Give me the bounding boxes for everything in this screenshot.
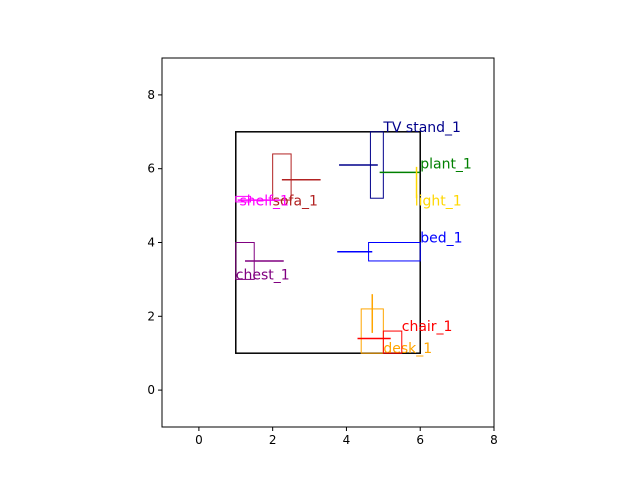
object-chest_1: chest_1	[235, 242, 290, 283]
y-tick-label: 0	[147, 383, 155, 397]
object-footprint	[368, 242, 421, 262]
object-tv-stand_1: TV stand_1	[339, 120, 461, 199]
furniture-objects: TV stand_1 plant_1 light_1 bed_1 sofa_1shelf…	[235, 120, 472, 357]
y-tick-label: 4	[147, 236, 155, 250]
object-footprint	[382, 330, 403, 354]
object-footprint	[272, 153, 292, 201]
object-label: chair_1	[402, 319, 453, 335]
object-label: plant_1	[420, 157, 472, 173]
x-tick-label: 8	[490, 433, 498, 447]
object-label: light_1	[415, 194, 462, 210]
object-chair_1: chair_1	[357, 319, 453, 354]
y-tick-label: 2	[147, 309, 155, 323]
object-label: chest_1	[236, 267, 290, 283]
object-light_1: light_1	[415, 166, 462, 210]
object-plant_1: plant_1	[379, 157, 472, 174]
object-shelf_1: shelf_1	[235, 194, 289, 210]
x-tick-label: 0	[195, 433, 203, 447]
x-tick-label: 6	[416, 433, 424, 447]
object-label: sofa_1	[273, 194, 318, 210]
axis-ticks: 0 2 4 6 8 0 2 4 6 8	[147, 88, 497, 447]
x-tick-label: 2	[269, 433, 277, 447]
object-sofa_1: sofa_1	[272, 153, 321, 210]
object-footprint	[235, 195, 252, 203]
object-label: bed_1	[420, 231, 462, 247]
object-bed_1: bed_1	[337, 231, 463, 262]
object-label: shelf_1	[239, 194, 289, 210]
object-label: TV stand_1	[382, 120, 461, 136]
y-tick-label: 8	[147, 88, 155, 102]
x-tick-label: 4	[343, 433, 351, 447]
object-label: desk_1	[383, 341, 432, 357]
y-tick-label: 6	[147, 162, 155, 176]
